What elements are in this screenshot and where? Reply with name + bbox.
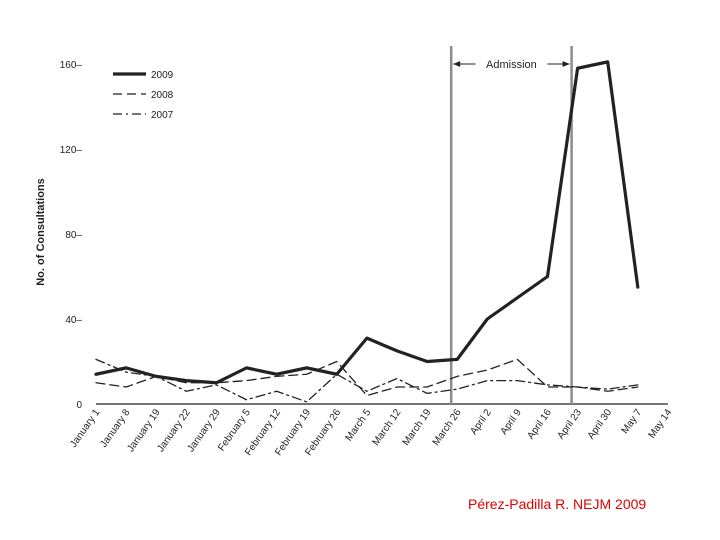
x-tick-label: April 23 [556,407,585,441]
y-tick-label: 40– [65,315,82,326]
series-line-2009 [94,60,640,385]
y-axis-label: No. of Consultations [35,178,47,286]
x-tick-label: May 7 [620,407,645,436]
y-tick-label: 80– [65,230,82,241]
x-tick-label: April 16 [525,407,554,441]
annotation-arrowhead-left [453,61,461,67]
legend-label: 2007 [151,110,174,121]
x-tick-label: April 2 [468,407,494,437]
series-line-2008 [95,358,639,397]
annotation-text: Admission [486,59,537,71]
legend-label: 2009 [151,70,174,81]
y-tick-label: 120– [60,145,83,156]
legend-label: 2008 [151,90,174,101]
y-tick-label: 0 [76,400,82,411]
annotation-arrowhead-right [562,61,570,67]
x-tick-label: March 12 [371,407,404,448]
series-lines [94,60,640,403]
x-tick-label: March 19 [401,407,434,448]
x-tick-label: April 30 [586,407,615,441]
x-tick-label: May 14 [647,407,675,441]
y-tick-label: 160– [60,60,83,71]
legend: 2009 2008 2007 [113,70,174,121]
series-line-2007 [95,358,639,403]
x-tick-label: April 9 [499,407,525,437]
x-tick-label: March 26 [431,407,464,448]
admission-annotation: Admission [453,59,570,71]
source-credit: Pérez-Padilla R. NEJM 2009 [468,496,647,512]
x-tick-label: March 5 [344,407,374,443]
